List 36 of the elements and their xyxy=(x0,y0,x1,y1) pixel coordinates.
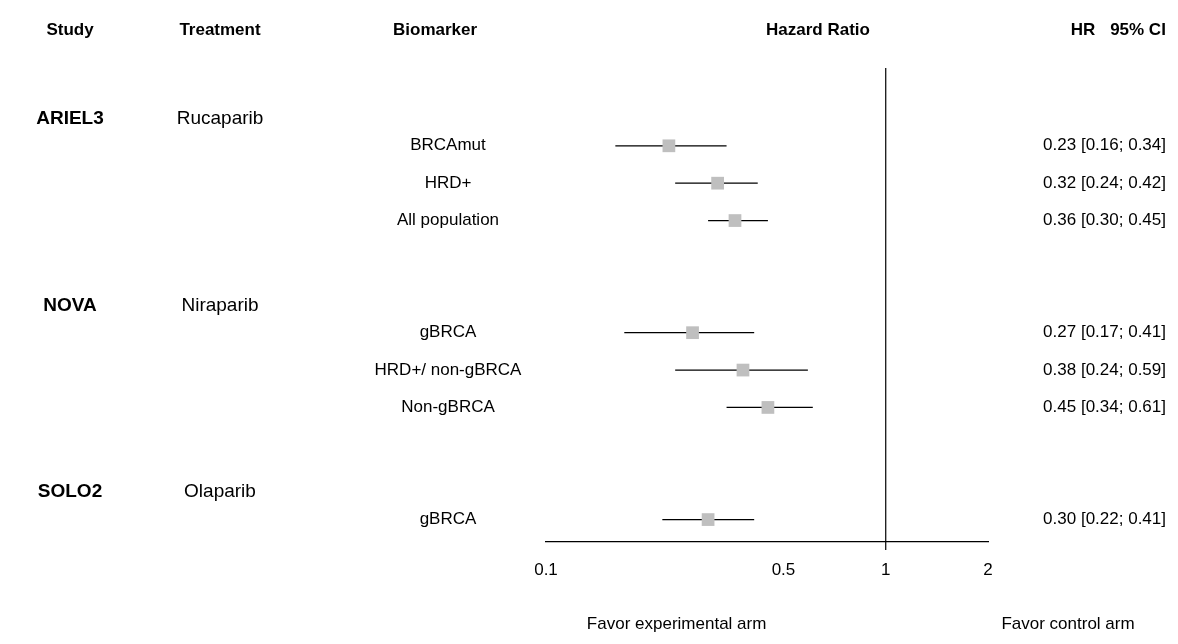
y-tick-label: All population xyxy=(396,210,500,230)
x-tick-label: 2 xyxy=(983,559,993,579)
text: Treatment xyxy=(179,19,261,39)
point xyxy=(728,214,742,227)
text: NOVA xyxy=(43,293,98,315)
text: ARIEL3 xyxy=(36,106,104,128)
data-label: 0.32 [0.24; 0.42] xyxy=(1043,172,1166,192)
x-tick-label: 1 xyxy=(881,559,891,579)
text: Niraparib xyxy=(181,293,259,315)
text: SOLO2 xyxy=(37,480,103,502)
text: Study xyxy=(46,19,95,39)
x-axis-title: Hazard Ratio xyxy=(766,19,870,39)
x-tick-label: 0.1 xyxy=(534,559,558,579)
data-label: 0.36 [0.30; 0.45] xyxy=(1043,210,1166,230)
text: 95% CI xyxy=(1110,19,1166,39)
text: Rucaparib xyxy=(176,106,264,128)
data-label: 0.45 [0.34; 0.61] xyxy=(1043,397,1166,417)
y-tick-label: gBRCA xyxy=(419,509,477,529)
y-tick-label: BRCAmut xyxy=(410,135,487,155)
y-tick-label: HRD+ xyxy=(424,172,472,192)
text: HR xyxy=(1070,19,1096,39)
data-label: 0.30 [0.22; 0.41] xyxy=(1043,509,1166,529)
data-label: 0.23 [0.16; 0.34] xyxy=(1043,135,1166,155)
y-tick-label: HRD+/ non-gBRCA xyxy=(374,359,523,379)
x-tick-label: 0.5 xyxy=(771,559,796,579)
point xyxy=(701,513,715,526)
text: Olaparib xyxy=(184,480,256,502)
point xyxy=(686,326,699,340)
text: Biomarker xyxy=(393,19,478,39)
y-tick-label: gBRCA xyxy=(419,322,477,342)
text: Favor control arm xyxy=(1001,613,1135,633)
y-tick-label: Non-gBRCA xyxy=(401,397,496,417)
point xyxy=(711,176,724,190)
data-label: 0.38 [0.24; 0.59] xyxy=(1043,359,1166,379)
data-label: 0.27 [0.17; 0.41] xyxy=(1043,322,1166,342)
text: Favor experimental arm xyxy=(586,613,767,633)
